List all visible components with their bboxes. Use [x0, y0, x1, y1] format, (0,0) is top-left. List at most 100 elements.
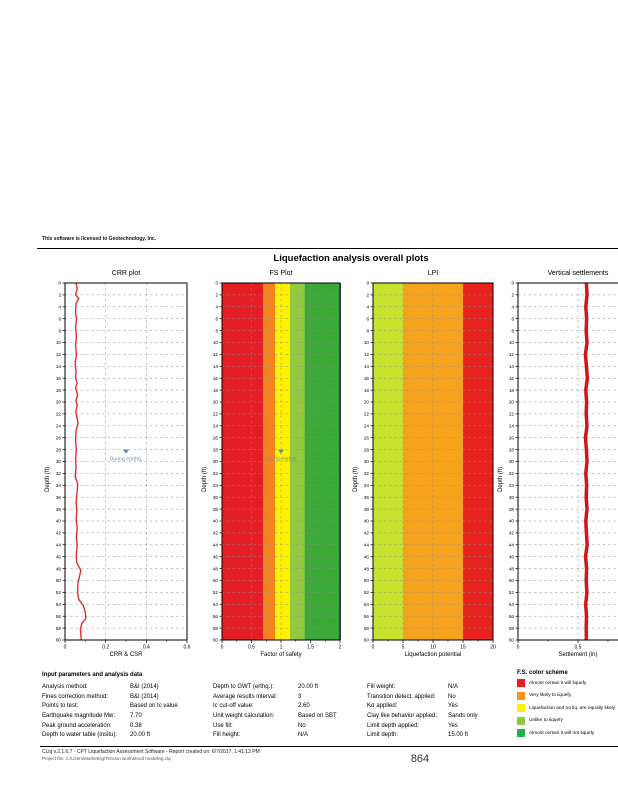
y-tick-label: 46 [213, 554, 219, 559]
y-tick-label: 50 [364, 578, 370, 583]
y-tick-label: 44 [364, 543, 370, 548]
legend-label: During earthq. [110, 457, 143, 463]
y-tick-label: 20 [364, 400, 370, 405]
y-tick-label: 20 [56, 400, 62, 405]
y-tick-label: 14 [213, 364, 219, 369]
y-tick-label: 20 [213, 400, 219, 405]
y-tick-label: 42 [509, 531, 515, 536]
legend-label: During earthq. [265, 457, 298, 463]
x-tick-label: 0 [64, 645, 67, 651]
y-tick-label: 28 [213, 447, 219, 452]
x-tick-label: 0 [221, 645, 224, 651]
y-tick-label: 0 [511, 281, 514, 286]
param-value: Based on SBT [298, 713, 337, 720]
y-tick-label: 44 [213, 543, 219, 548]
y-tick-label: 52 [56, 590, 62, 595]
fs-legend-label: Very likely to liquefy [529, 693, 572, 699]
fs-legend-label: Almost certain it will liquefy [529, 680, 587, 686]
params-column-2: Depth to GWT (erthq.): 20.00 ft Average re… [213, 684, 337, 742]
y-tick-label: 48 [213, 566, 219, 571]
y-tick-label: 24 [364, 424, 370, 429]
x-tick-label: 0.6 [184, 645, 191, 651]
y-tick-label: 10 [364, 340, 370, 345]
y-tick-label: 18 [364, 388, 370, 393]
y-tick-label: 28 [509, 447, 515, 452]
fs-legend-label: Liquefaction and no liq. are equally lik… [529, 705, 616, 711]
y-tick-label: 4 [511, 305, 514, 310]
y-axis-label: Depth (ft) [202, 467, 208, 492]
color-band [373, 283, 403, 640]
y-tick-label: 16 [213, 376, 219, 381]
y-tick-label: 22 [509, 412, 515, 417]
y-tick-label: 34 [56, 483, 62, 488]
param-label: Analysis method: [42, 684, 88, 690]
y-axis-label: Depth (ft) [45, 467, 51, 492]
x-axis-label: Settlement (in) [558, 652, 597, 658]
y-tick-label: 0 [58, 281, 61, 286]
y-tick-label: 60 [509, 638, 515, 643]
fs-plot: FS Plot 0 0.5 1 1.5 2 0 2 4 6 8 10 12 14 16 18 20 22 24 26… [202, 270, 342, 658]
y-tick-label: 16 [364, 376, 370, 381]
y-tick-label: 50 [509, 578, 515, 583]
y-tick-label: 26 [364, 435, 370, 440]
fs-legend-item: Liquefaction and no liq. are equally lik… [517, 704, 618, 713]
param-row: Fill height: N/A [213, 732, 337, 742]
fs-legend-label: Almost certain it will not liquefy [529, 730, 595, 736]
footer-divider [40, 746, 618, 748]
crr-plot: CRR plot 0 0.2 0.4 0.6 0 2 4 6 8 10 12 14 16 18 20 22 24… [45, 270, 191, 658]
y-tick-label: 30 [509, 459, 515, 464]
y-tick-label: 36 [364, 495, 370, 500]
param-label: Limit depth: [367, 732, 399, 739]
y-tick-label: 6 [366, 316, 369, 321]
y-tick-label: 56 [56, 614, 62, 619]
param-label: Fines correction method: [42, 693, 109, 700]
y-tick-label: 46 [56, 554, 62, 559]
x-tick-label: 1 [280, 645, 283, 651]
footer-app-info: CLiq v.2.1.6.7 - CPT Liquefaction Assess… [42, 749, 260, 755]
x-tick-label: 20 [490, 645, 496, 651]
y-tick-label: 60 [56, 638, 62, 643]
y-tick-label: 42 [213, 531, 219, 536]
param-row: Clay like behavior applied: Sands only [367, 713, 478, 723]
param-row: Depth to GWT (erthq.): 20.00 ft [213, 684, 337, 694]
lpi-plot-canvas: 0 5 10 15 2002468101214161820222426283032343… [353, 281, 496, 658]
y-tick-label: 12 [56, 352, 62, 357]
y-tick-label: 18 [56, 388, 62, 393]
y-tick-label: 8 [511, 328, 514, 333]
y-tick-label: 44 [509, 543, 515, 548]
y-tick-label: 54 [509, 602, 515, 607]
fs-plot-title: FS Plot [269, 270, 293, 277]
param-row: Kσ applied: Yes [367, 703, 478, 713]
param-label: Transition detect. applied: [367, 693, 436, 700]
param-label: Peak ground acceleration: [42, 722, 112, 729]
param-label: Depth to GWT (erthq.): [213, 684, 274, 690]
y-tick-label: 18 [509, 388, 515, 393]
y-tick-label: 10 [213, 340, 219, 345]
y-tick-label: 2 [366, 293, 369, 298]
x-tick-label: 0 [372, 645, 375, 651]
x-tick-label: 0.5 [575, 645, 582, 651]
y-tick-label: 18 [213, 388, 219, 393]
x-tick-label: 1.5 [307, 645, 314, 651]
y-tick-label: 14 [56, 364, 62, 369]
param-row: Fines correction method: B&I (2014) [42, 694, 178, 704]
x-tick-label: 0 [517, 645, 520, 651]
x-axis-label: Liquefaction potential [405, 652, 462, 658]
settlement-plot-canvas: 00.5102468101214161820222426283032343638… [498, 281, 618, 658]
y-tick-label: 56 [213, 614, 219, 619]
param-value: 2.60 [298, 703, 310, 710]
fs-plot-canvas: 0 0.5 1 1.5 20246810121416182022242628303234… [202, 281, 342, 658]
param-label: Use fill: [213, 722, 233, 729]
param-label: Depth to water table (insitu): [42, 732, 118, 739]
param-label: Points to test: [42, 703, 79, 710]
y-tick-label: 2 [215, 293, 218, 298]
y-tick-label: 4 [58, 305, 61, 310]
y-tick-label: 28 [364, 447, 370, 452]
param-row: Unit weight calculation: Based on SBT [213, 713, 337, 723]
legend-triangle-down-icon [123, 449, 129, 454]
param-row: Limit depth applied: Yes [367, 723, 478, 733]
y-tick-label: 12 [509, 352, 515, 357]
color-swatch-icon [517, 679, 525, 687]
y-tick-label: 58 [364, 626, 370, 631]
